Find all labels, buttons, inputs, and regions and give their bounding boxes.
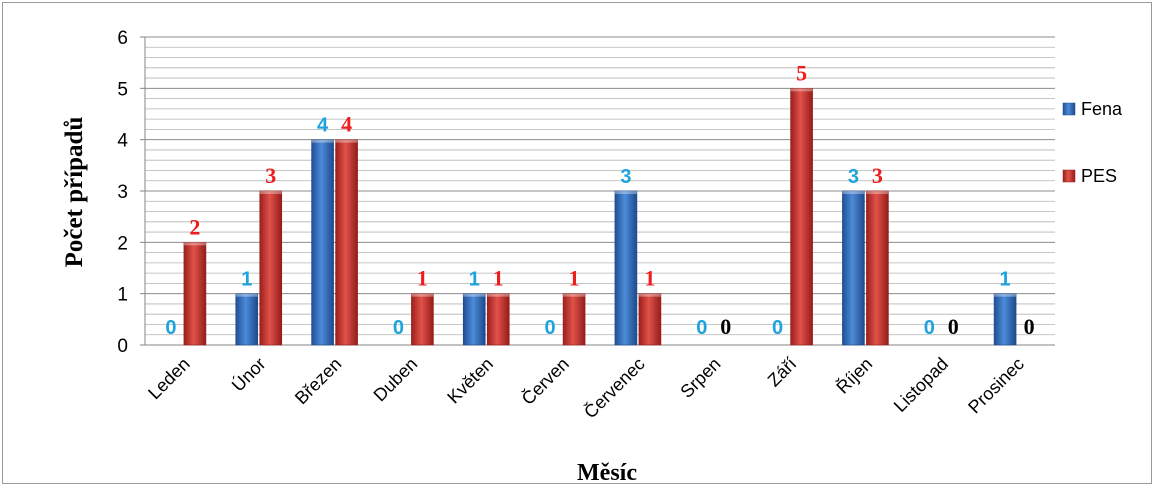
x-tick-label: Září: [764, 354, 801, 391]
bar-fena-6: [614, 190, 638, 346]
gridlines: [145, 36, 1055, 336]
y-tick-label: 3: [117, 182, 128, 203]
y-tick-label: 6: [117, 28, 128, 49]
data-label-pes: 3: [872, 163, 883, 188]
x-tick-label: Prosinec: [964, 354, 1028, 418]
data-label-pes: 1: [493, 266, 504, 291]
bar-fena-4: [462, 293, 486, 346]
bar-top-highlight: [183, 242, 206, 246]
data-label-fena: 0: [545, 317, 556, 339]
bar-pes-6: [638, 293, 662, 346]
bar-top-highlight: [463, 293, 486, 297]
legend: Fena PES: [1062, 99, 1123, 186]
data-label-pes: 0: [1024, 314, 1035, 339]
data-label-fena: 1: [469, 269, 480, 291]
x-tick-label: Červenec: [579, 353, 648, 422]
bar-pes-8: [790, 88, 813, 346]
bar-top-highlight: [411, 293, 434, 297]
y-tick-label: 4: [117, 131, 128, 152]
legend-label-pes: PES: [1081, 166, 1117, 186]
data-label-pes: 0: [948, 314, 959, 339]
y-axis-title: Počet případů: [61, 117, 88, 268]
x-tick-label: Únor: [227, 353, 269, 395]
bar-top-highlight: [994, 293, 1017, 297]
bar-top-highlight: [638, 293, 661, 297]
bar-fena-1: [235, 293, 259, 346]
y-tick-label: 0: [117, 336, 128, 357]
bar-pes-4: [486, 293, 510, 346]
bar-top-highlight: [866, 191, 889, 194]
legend-label-fena: Fena: [1081, 99, 1123, 119]
bar-fena-11: [993, 293, 1017, 346]
data-label-fena: 0: [696, 317, 707, 339]
data-label-fena: 3: [848, 166, 859, 188]
y-tick-label: 2: [117, 233, 128, 254]
bar-top-highlight: [487, 293, 510, 297]
data-label-pes: 5: [796, 60, 807, 85]
bar-pes-1: [259, 190, 283, 346]
x-tick-label: Leden: [144, 354, 194, 404]
bars: [183, 88, 1017, 346]
bar-top-highlight: [790, 88, 813, 92]
x-tick-label: Květen: [443, 354, 497, 408]
x-tick-label: Březen: [291, 354, 345, 408]
bar-fena-2: [311, 139, 334, 346]
bar-top-highlight: [335, 139, 358, 143]
bar-top-highlight: [235, 293, 258, 297]
bar-top-highlight: [614, 191, 637, 194]
legend-swatch-pes: [1062, 169, 1076, 183]
y-tick-label: 1: [117, 285, 128, 306]
bar-top-highlight: [259, 191, 282, 194]
data-label-pes: 3: [265, 163, 276, 188]
data-label-pes: 1: [417, 266, 428, 291]
legend-swatch-fena: [1062, 102, 1076, 116]
bar-pes-2: [335, 139, 358, 346]
x-tick-label: Říjen: [832, 354, 876, 398]
data-label-pes: 1: [569, 266, 580, 291]
data-label-pes: 2: [189, 214, 200, 239]
bar-top-highlight: [311, 139, 334, 143]
x-tick-labels: Leden Únor Březen Duben Květen Červen Červenec…: [144, 353, 1028, 422]
x-tick-label: Srpen: [676, 354, 724, 402]
bar-fena-9: [842, 190, 865, 346]
data-label-fena: 1: [1000, 269, 1011, 291]
bar-pes-3: [411, 293, 434, 346]
y-tick-labels: 0 1 2 3 4 5 6: [117, 28, 145, 357]
x-tick-label: Listopad: [890, 354, 952, 416]
y-tick-label: 5: [117, 79, 128, 100]
data-label-pes: 0: [720, 314, 731, 339]
data-label-fena: 0: [924, 317, 935, 339]
data-label-fena: 4: [317, 115, 329, 137]
bar-pes-9: [866, 190, 889, 346]
data-label-fena: 1: [241, 269, 252, 291]
bar-top-highlight: [842, 191, 865, 194]
data-label-pes: 4: [341, 112, 352, 137]
bar-pes-5: [562, 293, 586, 346]
data-label-fena: 0: [393, 317, 404, 339]
x-axis-title: Měsíc: [577, 460, 637, 486]
bar-top-highlight: [563, 293, 586, 297]
data-label-pes: 1: [644, 266, 655, 291]
x-tick-label: Červen: [517, 353, 573, 409]
data-label-fena: 0: [165, 317, 176, 339]
x-tick-label: Duben: [370, 354, 422, 406]
data-label-fena: 3: [620, 166, 631, 188]
data-label-fena: 0: [772, 317, 783, 339]
bar-pes-0: [183, 242, 207, 346]
